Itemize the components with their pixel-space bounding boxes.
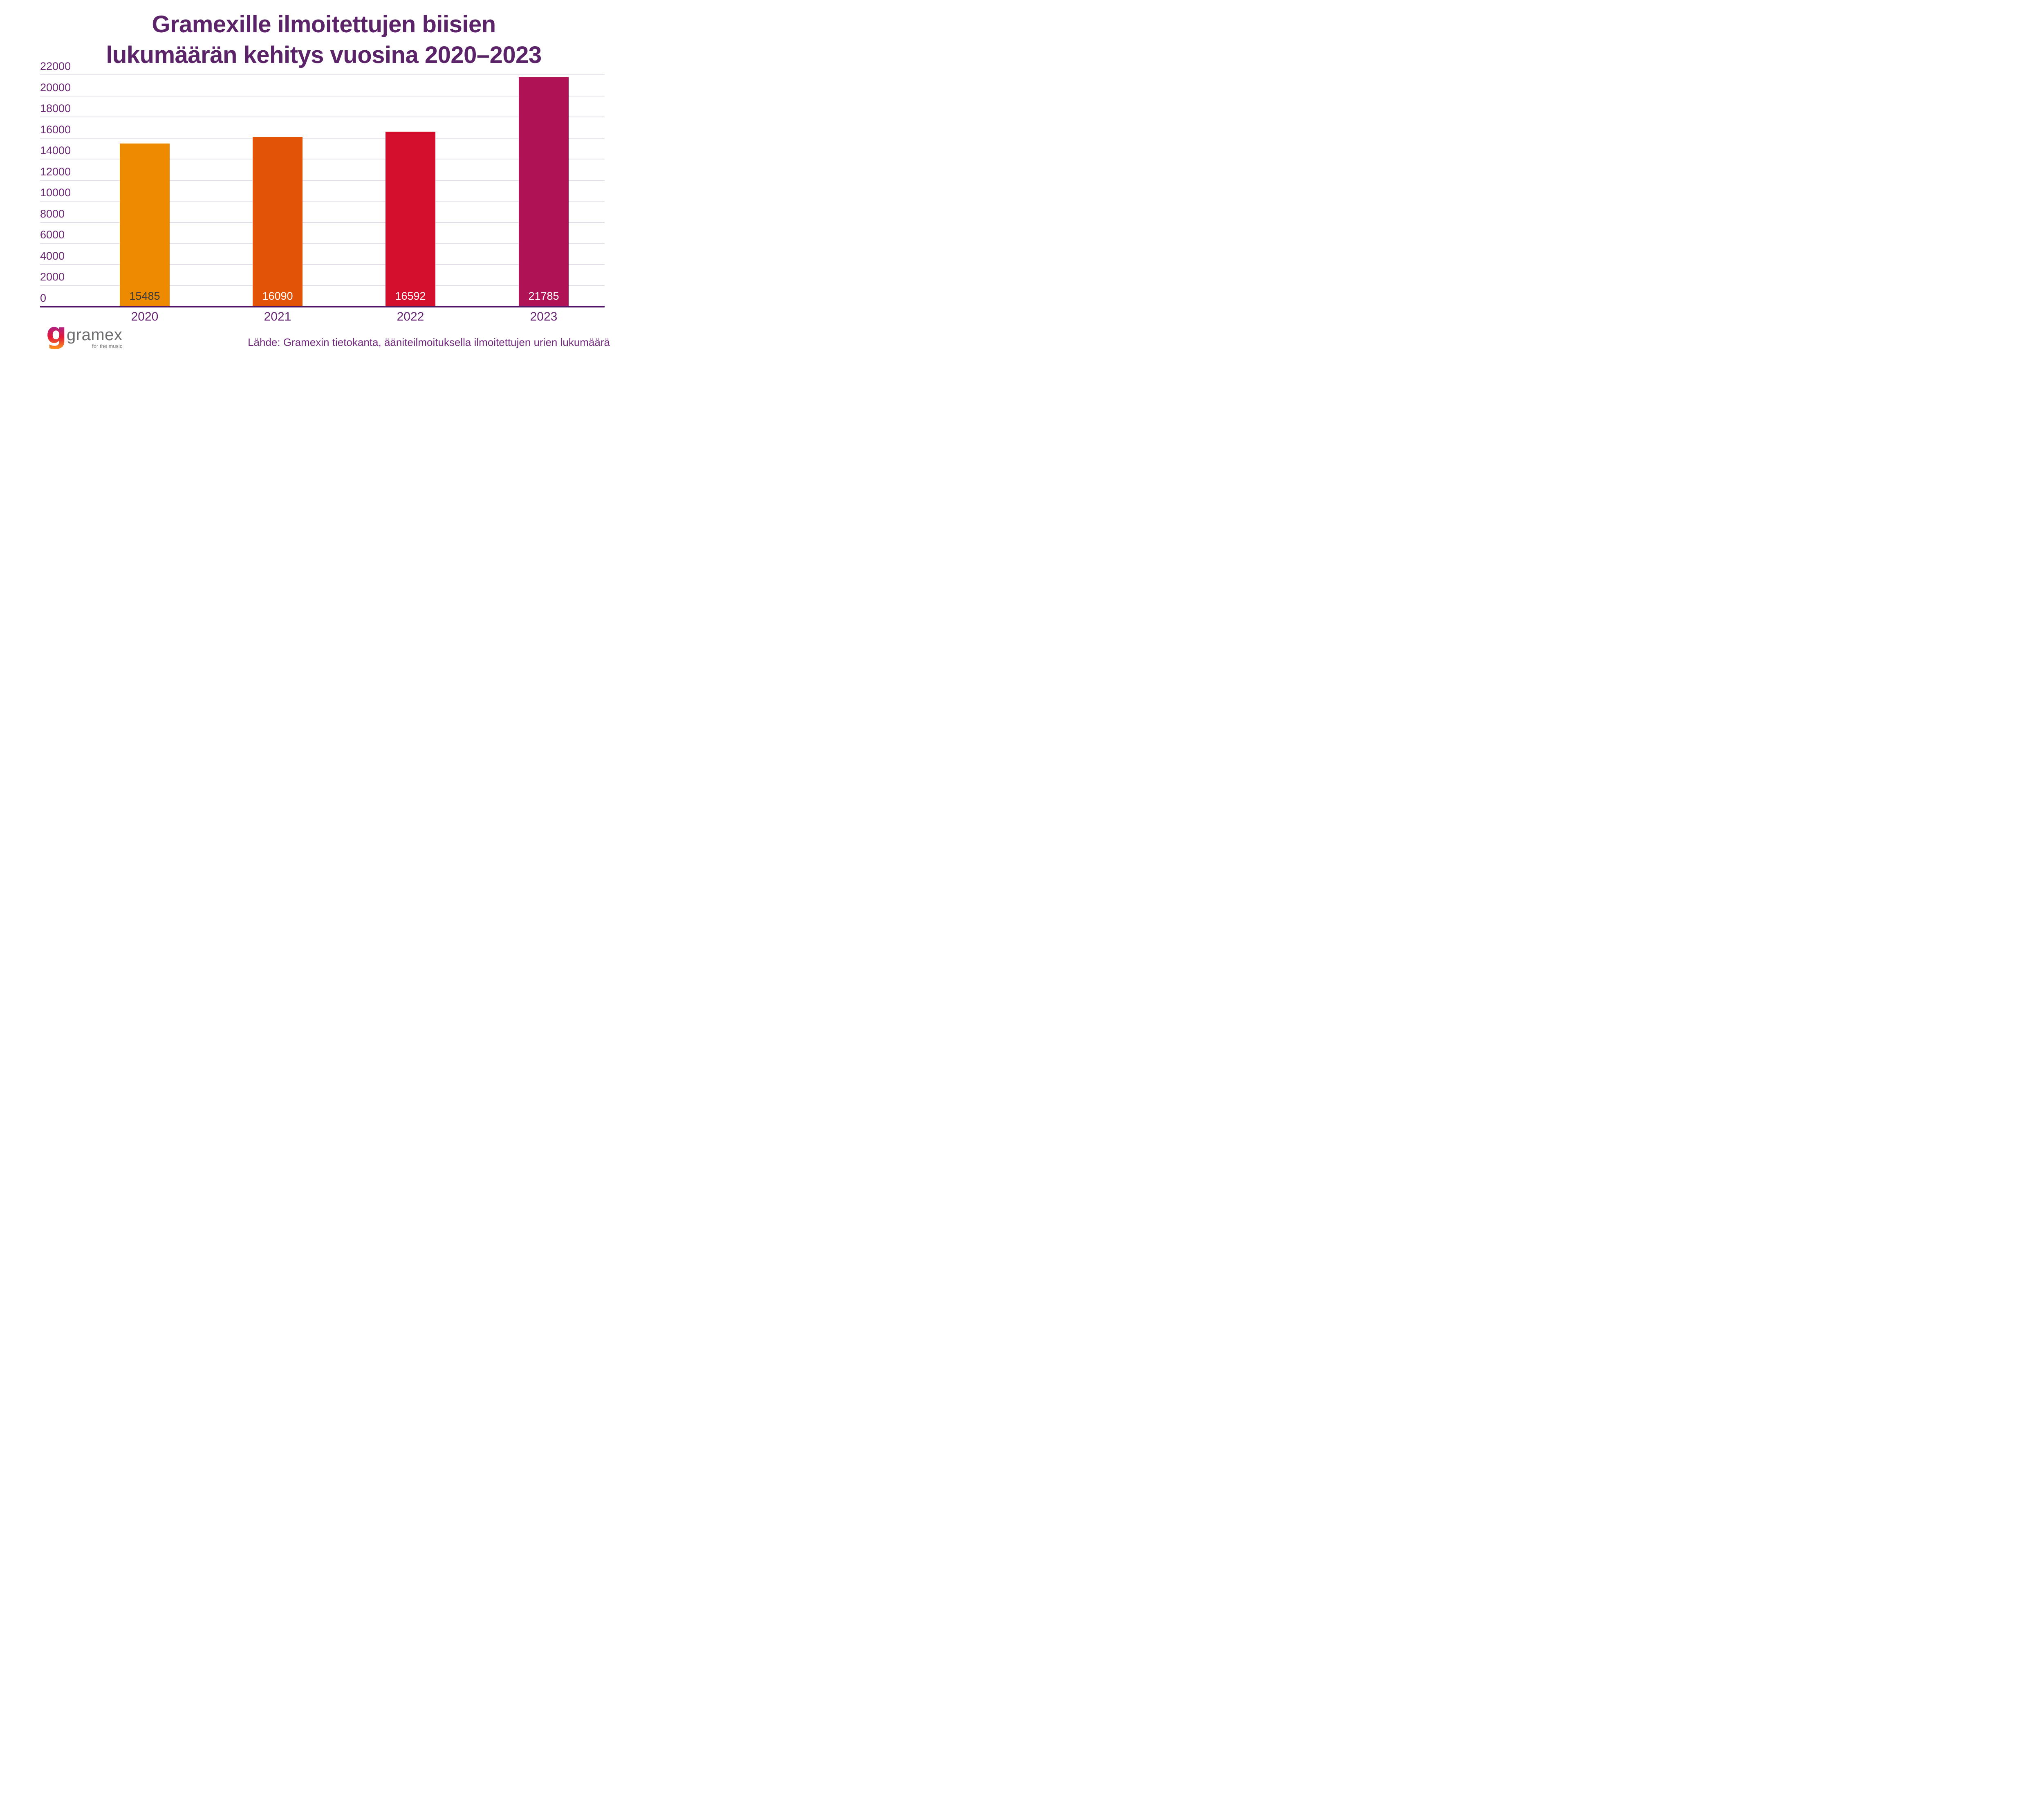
gramex-logo-tagline: for the music: [92, 343, 123, 349]
y-axis-label: 14000: [40, 144, 71, 157]
gridline-12000: [40, 179, 605, 181]
bar-value-label: 21785: [528, 289, 559, 302]
bar-value-label: 16592: [395, 289, 426, 302]
gridline-4000: [40, 264, 605, 265]
y-axis-label: 0: [40, 292, 47, 304]
gridline-2000: [40, 285, 605, 286]
y-axis-label: 4000: [40, 249, 65, 262]
bar-value-label: 15485: [129, 289, 160, 302]
y-axis-label: 22000: [40, 60, 71, 72]
chart-title-line-1: Gramexille ilmoitettujen biisien: [152, 11, 496, 38]
bar-2020: 15485: [120, 143, 170, 307]
chart-slide: Gramexille ilmoitettujen biisien lukumää…: [0, 0, 648, 360]
x-axis-label-2023: 2023: [530, 310, 558, 323]
bar-2023: 21785: [519, 77, 569, 307]
y-axis-label: 12000: [40, 165, 71, 178]
chart-title: Gramexille ilmoitettujen biisien lukumää…: [0, 9, 648, 70]
y-axis-label: 2000: [40, 271, 65, 283]
y-axis-label: 10000: [40, 186, 71, 199]
bar-value-label: 16090: [262, 289, 293, 302]
source-note: Lähde: Gramexin tietokanta, ääniteilmoit…: [248, 336, 610, 348]
gramex-logo-g-icon: g: [46, 321, 65, 349]
x-axis-label-2022: 2022: [397, 310, 424, 323]
gridline-6000: [40, 243, 605, 244]
y-axis-label: 16000: [40, 123, 71, 136]
gramex-logo-name: gramex: [67, 326, 123, 344]
chart-title-line-2: lukumäärän kehitys vuosina 2020–2023: [106, 42, 542, 68]
y-axis-label: 18000: [40, 102, 71, 115]
y-axis-label: 20000: [40, 81, 71, 94]
svg-text:g: g: [46, 321, 65, 349]
gridline-10000: [40, 201, 605, 202]
y-axis-label: 6000: [40, 229, 65, 241]
x-axis-label-2021: 2021: [264, 310, 291, 323]
gramex-logo: g gramex for the music: [46, 321, 122, 349]
bar-2021: 16090: [253, 137, 303, 307]
gridline-16000: [40, 137, 605, 139]
x-axis-label-2020: 2020: [131, 310, 159, 323]
plot-area: 0 2000 4000 6000 8000 10000 12000 14000 16000 180…: [0, 0, 648, 360]
gramex-logo-text: gramex for the music: [67, 327, 122, 349]
gridline-8000: [40, 222, 605, 223]
y-axis-label: 8000: [40, 207, 65, 220]
bar-2022: 16592: [385, 132, 435, 307]
gridline-22000: [40, 74, 605, 75]
x-axis-line: [40, 306, 605, 307]
